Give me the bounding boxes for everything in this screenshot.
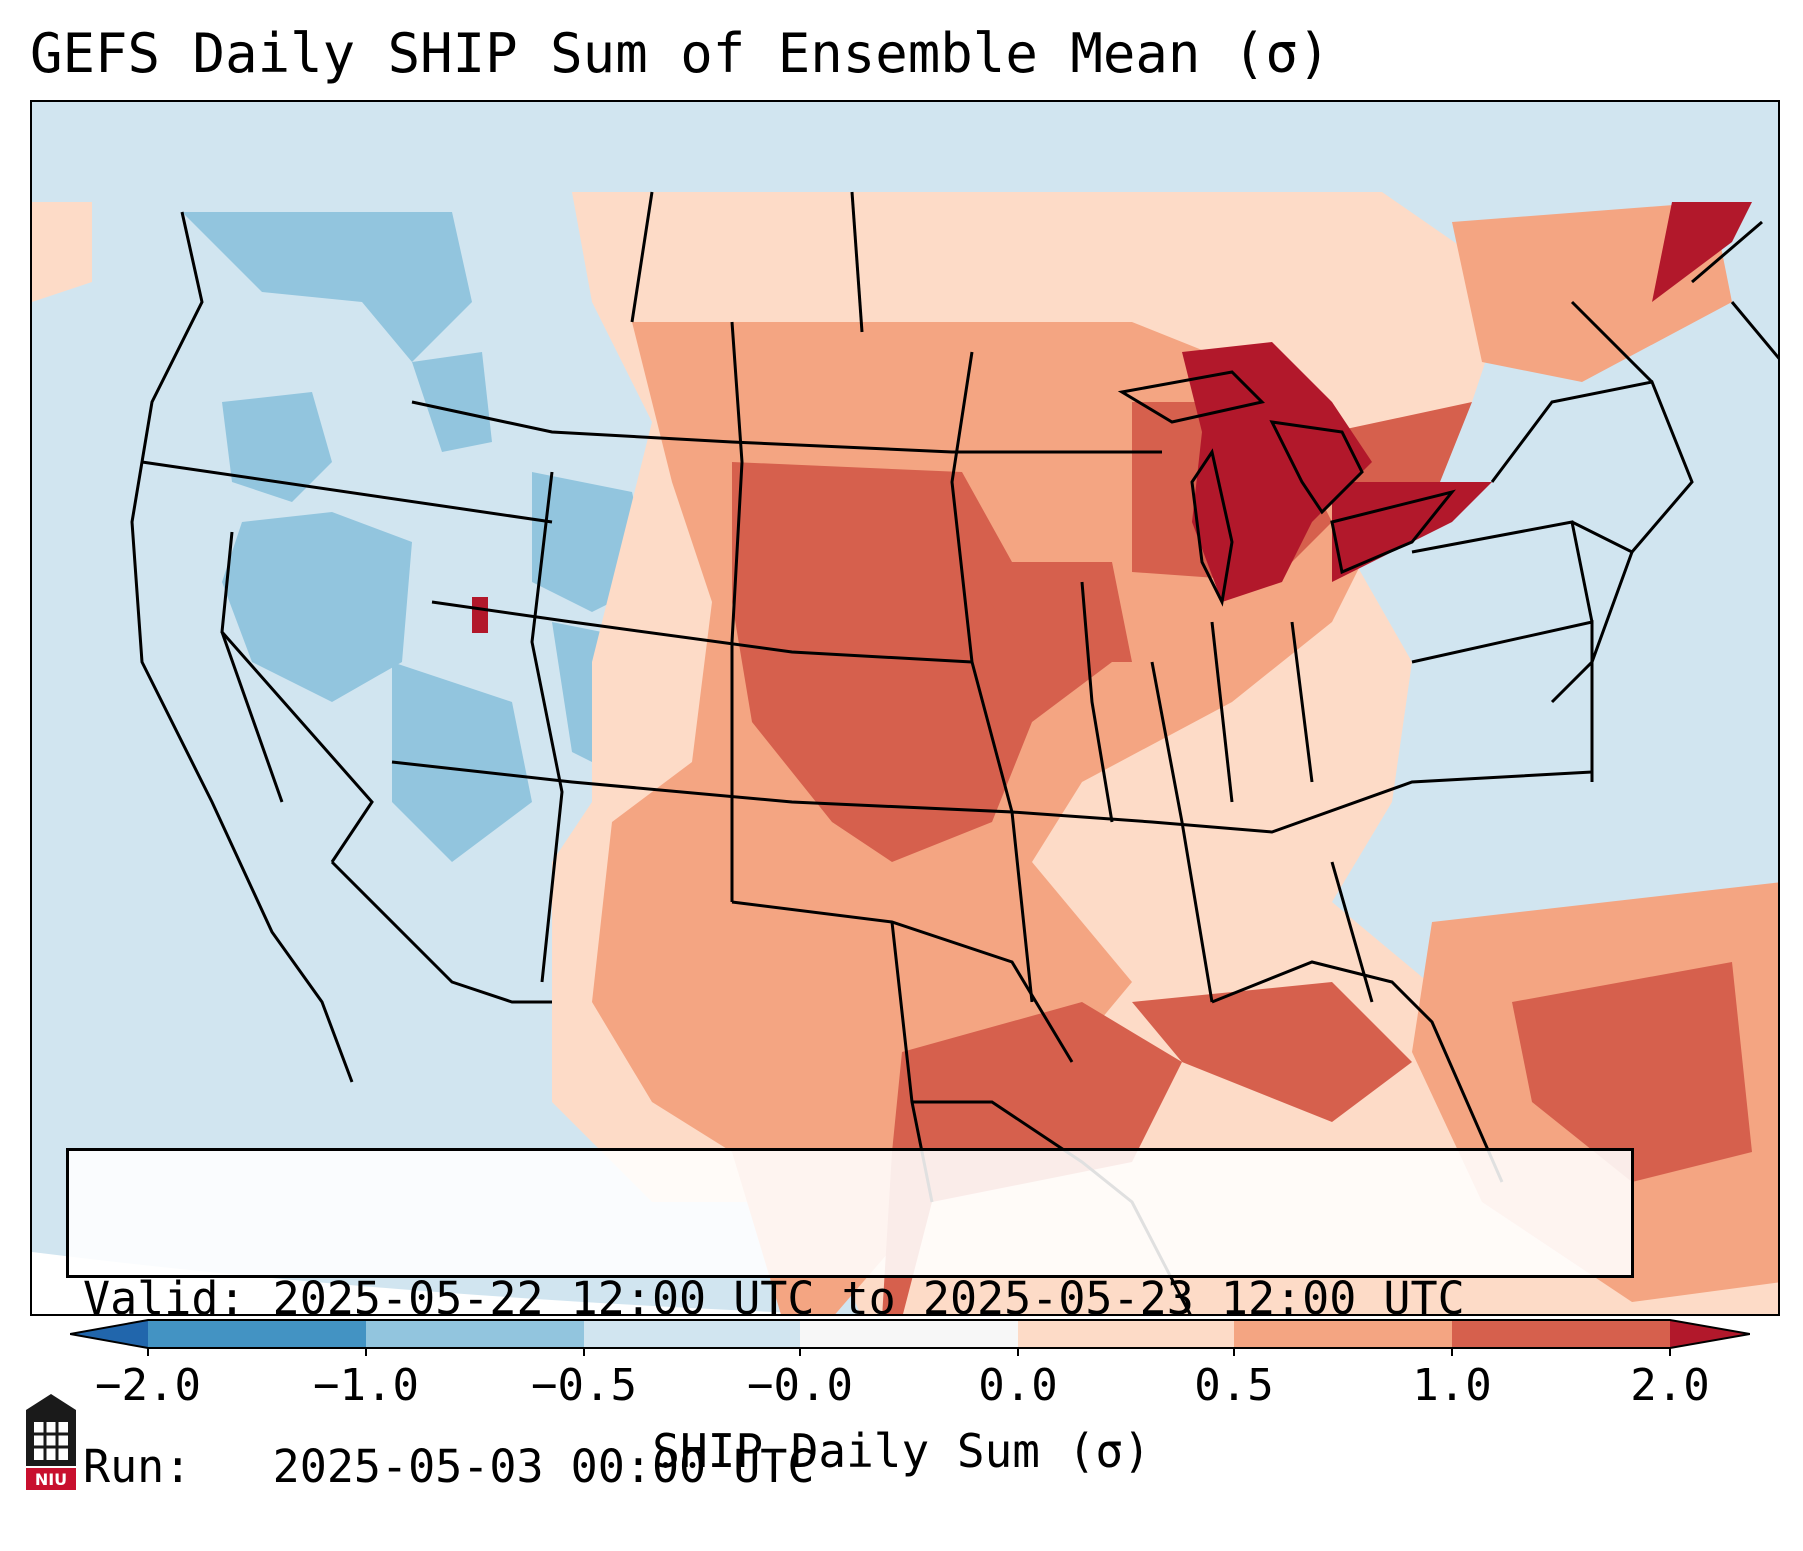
- map-title: GEFS Daily SHIP Sum of Ensemble Mean (σ): [30, 22, 1331, 85]
- colorbar-tick-label: −2.0: [95, 1360, 201, 1411]
- colorbar-tick-label: 0.5: [1194, 1360, 1274, 1411]
- colorbar-bin-1-2: [1452, 1320, 1670, 1348]
- shaded-field-map: [32, 102, 1778, 1314]
- colorbar-tick-label: −1.0: [313, 1360, 419, 1411]
- colorbar-overflow-triangle: [1670, 1320, 1750, 1348]
- logo-text: NIU: [35, 1470, 67, 1489]
- colorbar-tick-label: −0.5: [531, 1360, 637, 1411]
- colorbar-label: SHIP Daily Sum (σ): [652, 1424, 1151, 1478]
- colorbar-bin-neg05-0: [584, 1320, 800, 1348]
- valid-run-info-box: Valid: 2025-05-22 12:00 UTC to 2025-05-2…: [66, 1148, 1634, 1493]
- run-time-text: Run: 2025-05-03 00:00 UTC: [83, 1440, 815, 1493]
- colorbar-underflow-triangle: [70, 1320, 148, 1348]
- colorbar-bin-0-05: [1018, 1320, 1234, 1348]
- colorbar-bin-neg1-neg05: [366, 1320, 584, 1348]
- great-lakes-outline: [1117, 370, 1456, 607]
- valid-time-text: Valid: 2025-05-22 12:00 UTC to 2025-05-2…: [83, 1272, 1465, 1325]
- map-panel: [30, 100, 1780, 1316]
- colorbar-bin-neg2-neg1: [148, 1320, 366, 1348]
- colorbar-bin-05-1: [1234, 1320, 1452, 1348]
- colorbar-tick-label: 1.0: [1412, 1360, 1492, 1411]
- colorbar-bin-0-0: [800, 1320, 1018, 1348]
- niu-logo-icon: NIU: [26, 1394, 76, 1490]
- colorbar-tick-label: −0.0: [747, 1360, 853, 1411]
- colorbar-tick-label: 0.0: [978, 1360, 1058, 1411]
- colorbar-tick-label: 2.0: [1630, 1360, 1710, 1411]
- colorbar: [70, 1319, 1750, 1356]
